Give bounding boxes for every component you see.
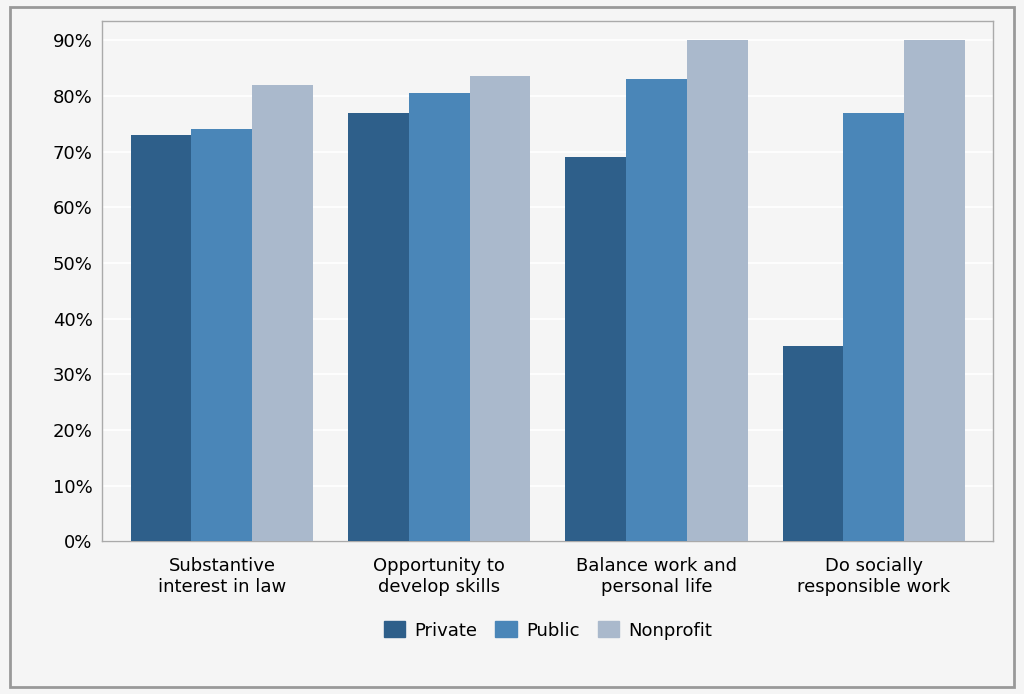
Legend: Private, Public, Nonprofit: Private, Public, Nonprofit: [377, 614, 719, 647]
Bar: [409, 93, 470, 541]
Bar: [626, 79, 687, 541]
Bar: [348, 112, 409, 541]
Bar: [782, 346, 844, 541]
Bar: [191, 129, 252, 541]
Bar: [252, 85, 313, 541]
Bar: [565, 158, 626, 541]
Bar: [131, 135, 191, 541]
Bar: [844, 112, 904, 541]
Bar: [687, 40, 748, 541]
Bar: [904, 40, 965, 541]
Bar: [470, 76, 530, 541]
